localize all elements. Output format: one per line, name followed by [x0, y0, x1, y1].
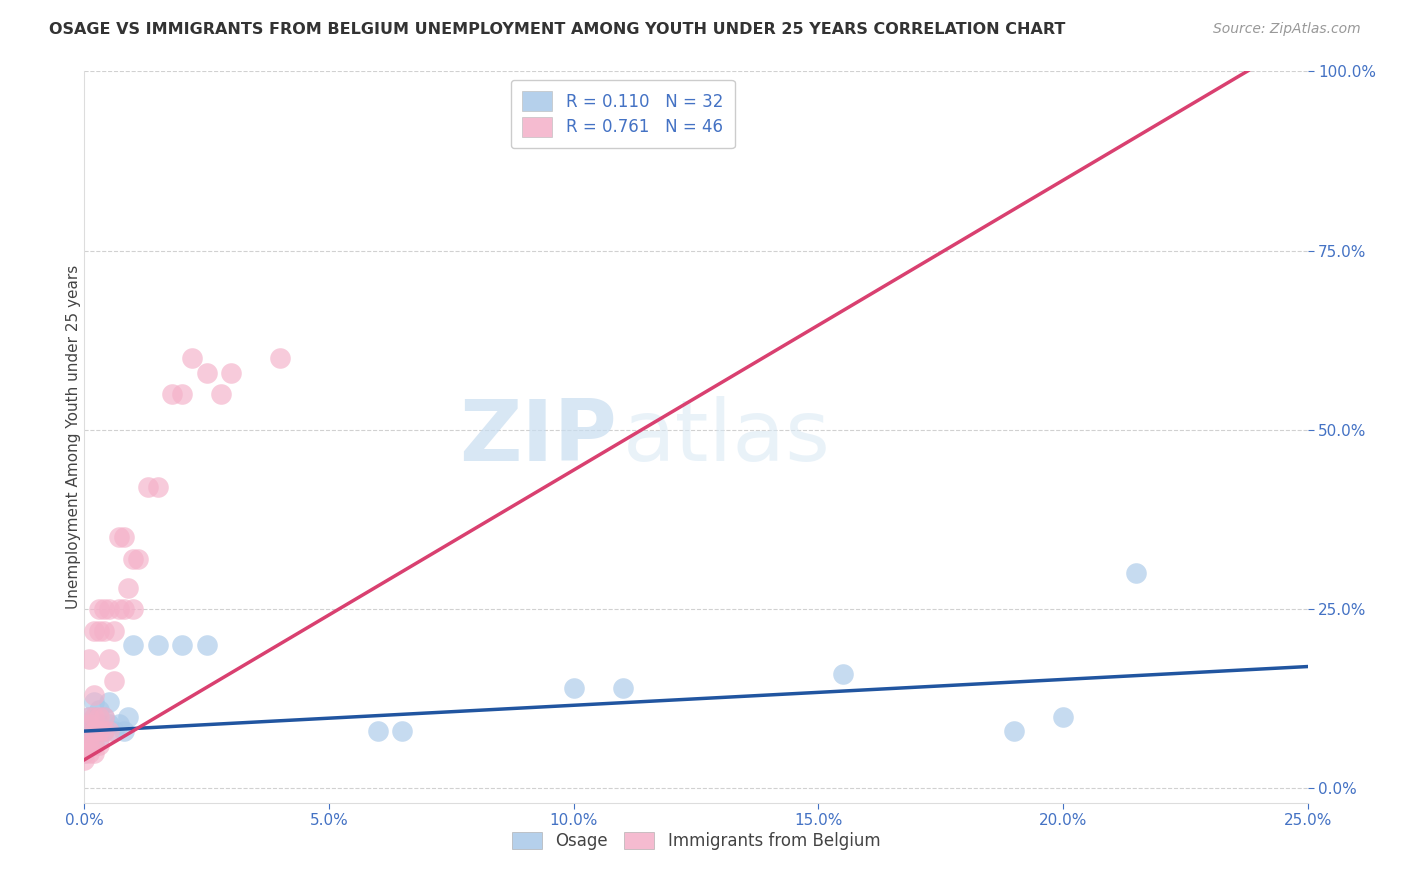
Point [83, 688, 105, 702]
Point [612, 681, 634, 695]
Point [107, 531, 129, 545]
Point [172, 638, 194, 652]
Point [83, 624, 105, 638]
Point [391, 724, 413, 739]
Point [117, 581, 139, 595]
Point [93, 624, 115, 638]
Point [87, 731, 110, 746]
Point [1125, 566, 1147, 581]
Point [97, 695, 120, 709]
Point [112, 531, 135, 545]
Point [83, 695, 105, 709]
Legend: Osage, Immigrants from Belgium: Osage, Immigrants from Belgium [505, 825, 887, 856]
Point [83, 710, 105, 724]
Point [127, 552, 149, 566]
Point [112, 724, 135, 739]
Point [107, 717, 129, 731]
Point [181, 351, 204, 366]
Point [122, 638, 145, 652]
Point [103, 673, 125, 688]
Point [146, 638, 169, 652]
Point [195, 638, 218, 652]
Point [367, 724, 389, 739]
Point [122, 552, 145, 566]
Point [117, 710, 139, 724]
Point [269, 351, 291, 366]
Point [77, 652, 100, 666]
Point [87, 624, 110, 638]
Point [77, 717, 100, 731]
Point [219, 366, 242, 380]
Point [77, 731, 100, 746]
Point [73, 746, 96, 760]
Point [103, 624, 125, 638]
Point [77, 710, 100, 724]
Point [146, 480, 169, 494]
Point [77, 731, 100, 746]
Point [93, 724, 115, 739]
Text: ZIP: ZIP [458, 395, 616, 479]
Text: atlas: atlas [623, 395, 831, 479]
Point [97, 724, 120, 739]
Point [97, 717, 120, 731]
Point [77, 710, 100, 724]
Point [87, 739, 110, 753]
Point [209, 387, 232, 401]
Point [83, 739, 105, 753]
Point [87, 602, 110, 616]
Text: Source: ZipAtlas.com: Source: ZipAtlas.com [1213, 22, 1361, 37]
Point [97, 652, 120, 666]
Point [93, 710, 115, 724]
Text: OSAGE VS IMMIGRANTS FROM BELGIUM UNEMPLOYMENT AMONG YOUTH UNDER 25 YEARS CORRELA: OSAGE VS IMMIGRANTS FROM BELGIUM UNEMPLO… [49, 22, 1066, 37]
Point [112, 602, 135, 616]
Point [93, 602, 115, 616]
Point [122, 602, 145, 616]
Y-axis label: Unemployment Among Youth under 25 years: Unemployment Among Youth under 25 years [66, 265, 80, 609]
Point [73, 739, 96, 753]
Point [97, 602, 120, 616]
Point [87, 702, 110, 716]
Point [73, 746, 96, 760]
Point [87, 710, 110, 724]
Point [93, 724, 115, 739]
Point [162, 387, 184, 401]
Point [83, 724, 105, 739]
Point [73, 753, 96, 767]
Point [77, 724, 100, 739]
Point [83, 739, 105, 753]
Point [87, 724, 110, 739]
Point [77, 746, 100, 760]
Point [1002, 724, 1025, 739]
Point [103, 724, 125, 739]
Point [87, 717, 110, 731]
Point [77, 717, 100, 731]
Point [195, 366, 218, 380]
Point [77, 739, 100, 753]
Point [1052, 710, 1074, 724]
Point [107, 602, 129, 616]
Point [136, 480, 159, 494]
Point [83, 724, 105, 739]
Point [93, 710, 115, 724]
Point [83, 746, 105, 760]
Point [562, 681, 585, 695]
Point [831, 666, 853, 681]
Point [172, 387, 194, 401]
Point [83, 710, 105, 724]
